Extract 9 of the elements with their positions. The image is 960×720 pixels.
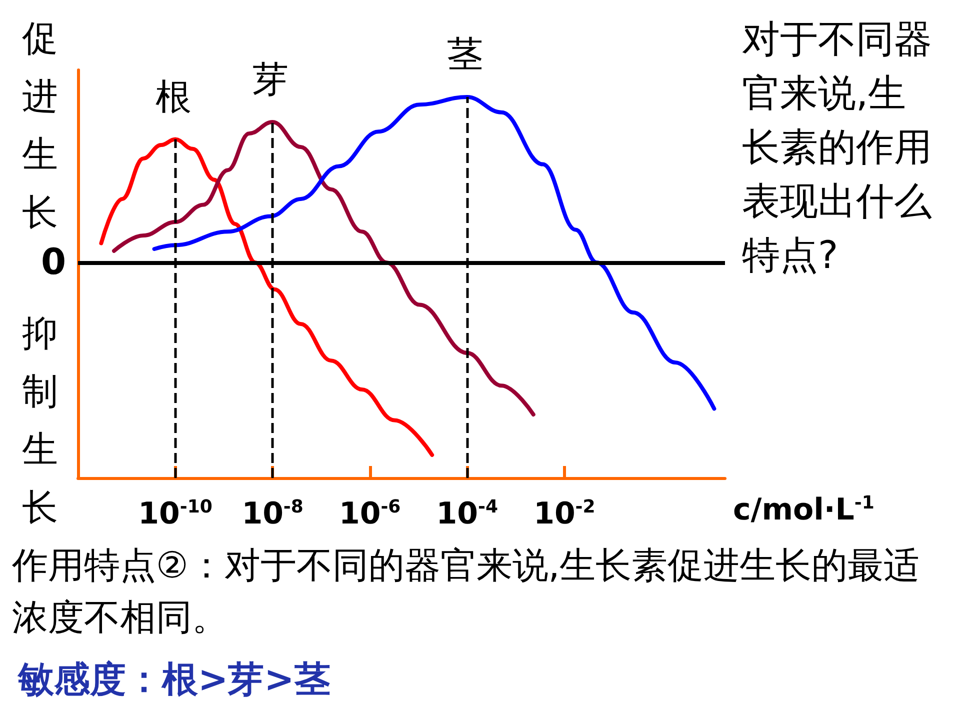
series-label: 根 — [155, 76, 192, 118]
y-axis-title: 促进生长 — [22, 18, 58, 234]
ref-line-label: 0 — [40, 242, 66, 283]
text: 作用特点②：对于不同的器官来说,生长素促进生长的最适浓度不相同。 — [11, 546, 920, 638]
text: 抑制生长 — [22, 314, 58, 528]
text: 敏感度：根>芽>茎 — [17, 660, 330, 700]
series-label: 芽 — [252, 59, 289, 100]
series-label: 茎 — [447, 34, 484, 76]
text: 对于不同器官来说,生长素的作用表现出什么特点? — [742, 17, 932, 277]
